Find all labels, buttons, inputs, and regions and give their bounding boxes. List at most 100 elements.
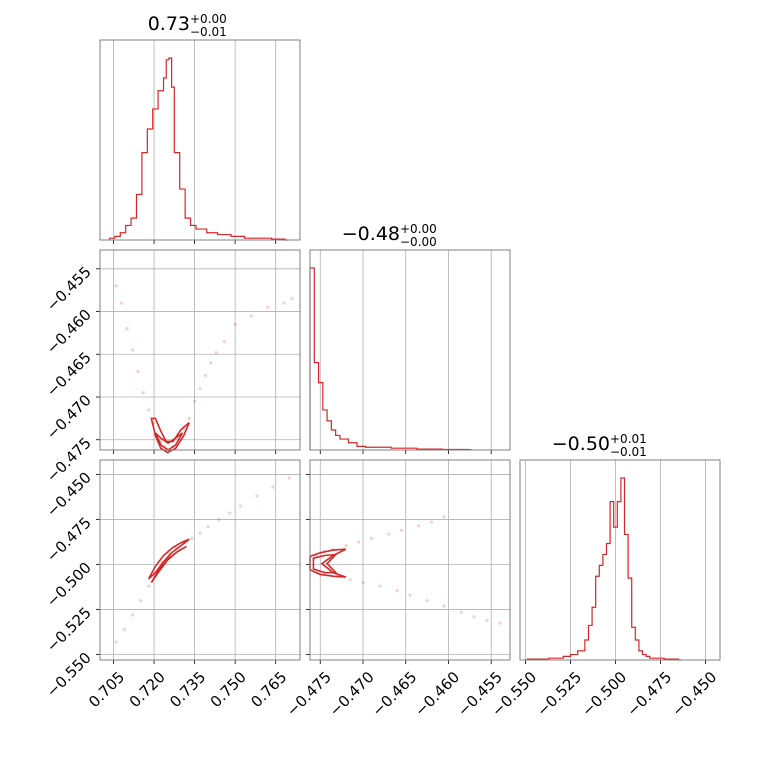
sample-point: [408, 593, 412, 597]
sample-point: [141, 391, 145, 395]
x-tick-label: 0.750: [207, 668, 250, 711]
sample-point: [192, 399, 197, 403]
sample-point: [122, 627, 126, 631]
scatter-panel-3: −0.475−0.470−0.465−0.460−0.455: [283, 459, 511, 720]
panel-frame: [519, 459, 721, 661]
sample-point: [290, 297, 294, 301]
sample-point: [209, 361, 213, 365]
sample-point: [214, 350, 218, 355]
y-tick-label: −0.460: [43, 306, 95, 358]
x-tick-label: 0.705: [85, 668, 128, 711]
panel-frame: [99, 249, 301, 451]
histogram-panel-3: −0.550−0.525−0.500−0.475−0.450−0.50 +0.01…: [488, 432, 721, 720]
sample-point: [442, 604, 446, 608]
x-tick-label: −0.475: [283, 668, 335, 720]
sample-point: [147, 584, 151, 588]
y-tick-label: −0.455: [43, 263, 95, 315]
y-tick-label: −0.525: [43, 604, 95, 656]
sample-point: [348, 578, 352, 582]
x-tick-label: −0.475: [623, 668, 675, 720]
title-value: −0.50: [552, 433, 610, 455]
density-contour: [154, 432, 184, 451]
sample-point: [344, 543, 348, 548]
sample-point: [198, 531, 202, 535]
x-tick-label: −0.470: [326, 668, 378, 720]
sample-point: [429, 520, 433, 524]
sample-point: [361, 580, 365, 585]
sample-point: [357, 540, 361, 544]
x-tick-label: 0.720: [126, 668, 169, 711]
title-upper-error: +0.00: [400, 222, 437, 236]
panel-frame: [99, 39, 301, 241]
sample-point: [399, 528, 404, 532]
density-contour: [150, 545, 187, 583]
histogram-panel-2: −0.48 +0.00−0.00: [309, 222, 511, 454]
sample-point: [442, 515, 446, 519]
x-tick-label: 0.735: [166, 668, 209, 711]
histogram-panel-1: 0.73 +0.00−0.01: [99, 12, 301, 244]
y-tick-label: −0.550: [43, 649, 95, 701]
title-value: −0.48: [342, 223, 400, 245]
density-contour: [147, 538, 190, 580]
y-tick-label: −0.465: [43, 348, 95, 400]
y-tick-label: −0.500: [43, 559, 95, 611]
panel-frame: [309, 249, 511, 451]
title-value: 0.73: [148, 13, 190, 35]
sample-point: [459, 610, 463, 614]
histogram-step: [108, 57, 289, 241]
title-lower-error: −0.00: [400, 235, 437, 249]
density-contour: [150, 417, 190, 454]
density-contour: [309, 548, 347, 578]
sample-point: [198, 386, 202, 391]
sample-point: [271, 485, 275, 489]
sample-point: [187, 416, 191, 420]
sample-point: [485, 618, 489, 622]
sample-point: [378, 584, 382, 588]
x-tick-label: −0.465: [368, 668, 420, 720]
sample-point: [217, 517, 221, 522]
histogram-step: [309, 267, 472, 451]
sample-point: [125, 327, 129, 331]
sample-point: [130, 348, 135, 352]
y-tick-label: −0.470: [43, 391, 95, 443]
sample-point: [416, 524, 421, 528]
sample-point: [425, 598, 429, 603]
sample-point: [238, 504, 243, 508]
x-tick-label: −0.460: [411, 668, 463, 720]
scatter-panel-1: −0.475−0.470−0.465−0.460−0.455: [43, 249, 301, 486]
histogram-step: [526, 477, 682, 661]
density-contour: [312, 553, 338, 574]
sample-point: [228, 511, 232, 515]
sample-point: [222, 339, 226, 344]
panel-frame: [99, 459, 301, 661]
sample-point: [206, 525, 210, 529]
sample-point: [369, 536, 374, 540]
sample-point: [136, 369, 140, 373]
sample-point: [498, 621, 502, 625]
title-upper-error: +0.00: [190, 12, 227, 26]
sample-point: [114, 640, 118, 644]
sample-point: [255, 494, 259, 498]
title-lower-error: −0.01: [610, 445, 647, 459]
x-tick-label: −0.450: [668, 668, 720, 720]
y-tick-label: −0.475: [43, 514, 95, 566]
sample-point: [387, 532, 391, 536]
panel-frame: [309, 459, 511, 661]
sample-point: [130, 613, 135, 617]
sample-point: [282, 301, 286, 305]
sample-point: [472, 615, 476, 619]
sample-point: [249, 314, 253, 318]
title-upper-error: +0.01: [610, 432, 647, 446]
sample-point: [120, 301, 124, 305]
title-lower-error: −0.01: [190, 25, 227, 39]
sample-point: [395, 589, 399, 593]
x-tick-label: 0.765: [247, 668, 290, 711]
sample-point: [190, 536, 194, 540]
sample-point: [147, 408, 151, 412]
x-tick-label: −0.525: [533, 668, 585, 720]
sample-point: [265, 305, 270, 309]
sample-point: [138, 598, 143, 603]
scatter-panel-2: 0.7050.7200.7350.7500.765−0.550−0.525−0.…: [43, 459, 301, 711]
x-tick-label: −0.500: [578, 668, 630, 720]
